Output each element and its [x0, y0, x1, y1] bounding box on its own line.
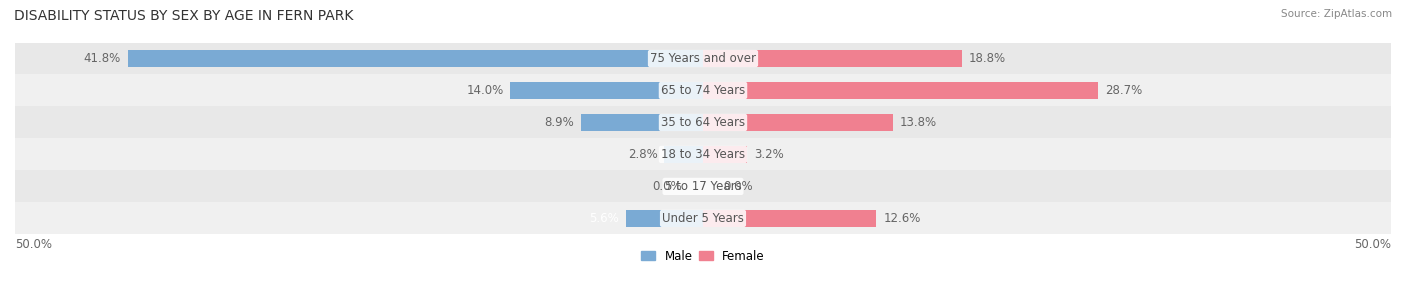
Text: 13.8%: 13.8% — [900, 116, 936, 129]
Bar — [703, 82, 1098, 99]
Bar — [665, 146, 703, 163]
Text: 0.0%: 0.0% — [724, 180, 754, 193]
Bar — [626, 209, 703, 227]
Text: 18.8%: 18.8% — [969, 52, 1005, 65]
Text: 8.9%: 8.9% — [544, 116, 574, 129]
Text: 3.2%: 3.2% — [754, 148, 783, 161]
Text: 18 to 34 Years: 18 to 34 Years — [661, 148, 745, 161]
Text: 5.6%: 5.6% — [589, 212, 619, 225]
Bar — [703, 146, 747, 163]
Bar — [703, 114, 893, 131]
Text: 50.0%: 50.0% — [1354, 238, 1391, 251]
Text: 75 Years and over: 75 Years and over — [650, 52, 756, 65]
Bar — [128, 50, 703, 67]
Bar — [15, 43, 1391, 74]
Bar — [15, 171, 1391, 202]
Text: 14.0%: 14.0% — [467, 84, 503, 97]
Text: 41.8%: 41.8% — [84, 52, 121, 65]
Bar — [581, 114, 703, 131]
Bar — [703, 209, 876, 227]
Text: DISABILITY STATUS BY SEX BY AGE IN FERN PARK: DISABILITY STATUS BY SEX BY AGE IN FERN … — [14, 9, 353, 23]
Text: 2.8%: 2.8% — [628, 148, 658, 161]
Text: 5 to 17 Years: 5 to 17 Years — [665, 180, 741, 193]
Bar — [703, 50, 962, 67]
Bar — [510, 82, 703, 99]
Bar — [15, 138, 1391, 171]
Text: 0.0%: 0.0% — [652, 180, 682, 193]
Bar — [15, 106, 1391, 138]
Bar — [15, 202, 1391, 234]
Text: 65 to 74 Years: 65 to 74 Years — [661, 84, 745, 97]
Text: 28.7%: 28.7% — [1105, 84, 1142, 97]
Text: 12.6%: 12.6% — [883, 212, 921, 225]
Text: 35 to 64 Years: 35 to 64 Years — [661, 116, 745, 129]
Text: Source: ZipAtlas.com: Source: ZipAtlas.com — [1281, 9, 1392, 19]
Bar — [15, 74, 1391, 106]
Text: 50.0%: 50.0% — [15, 238, 52, 251]
Legend: Male, Female: Male, Female — [637, 245, 769, 267]
Text: Under 5 Years: Under 5 Years — [662, 212, 744, 225]
